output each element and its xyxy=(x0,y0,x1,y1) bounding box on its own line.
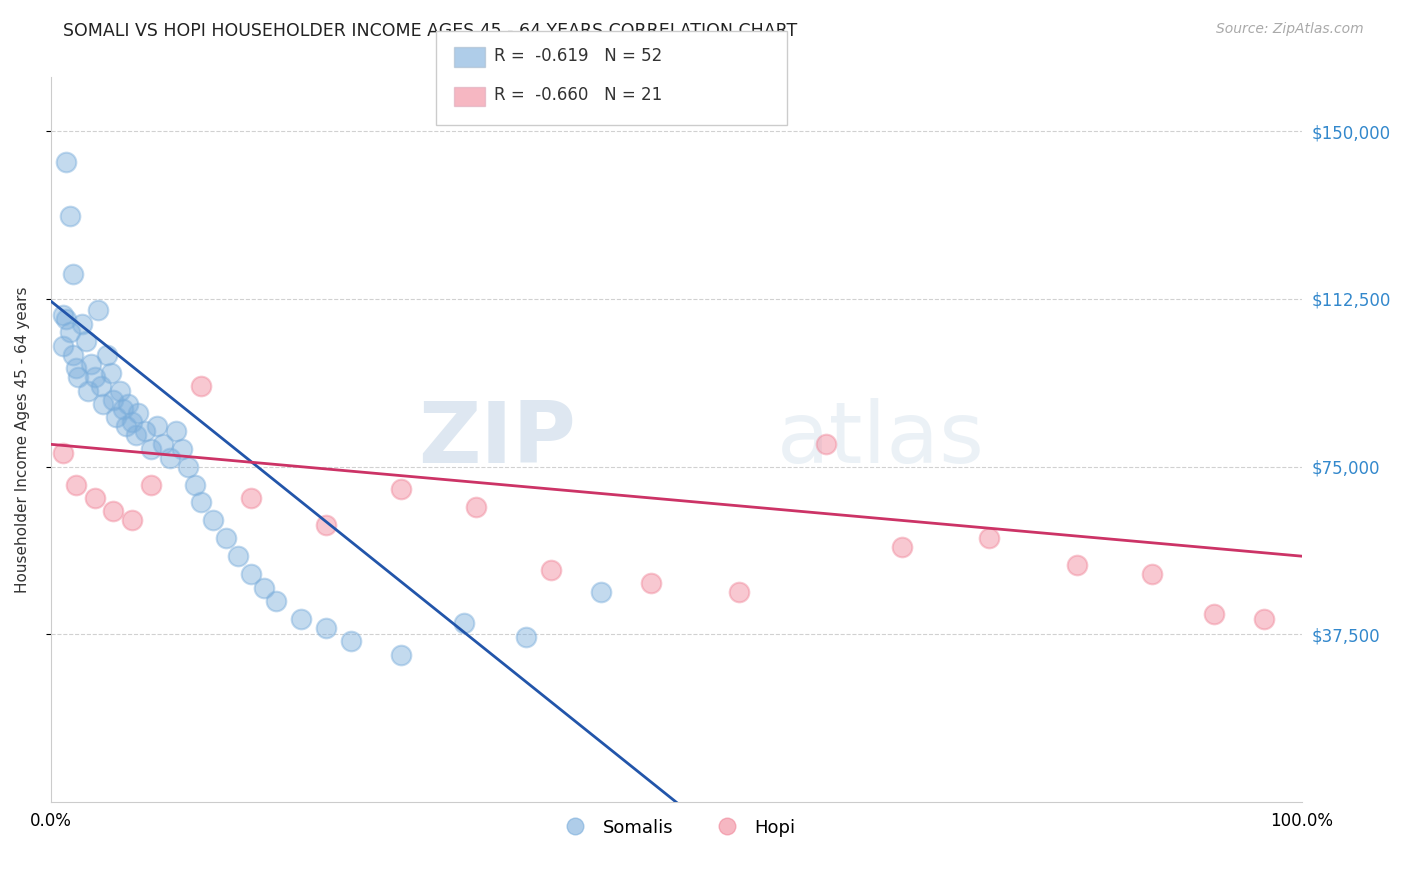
Point xyxy=(190,379,212,393)
Point xyxy=(117,397,139,411)
Point xyxy=(1140,567,1163,582)
Text: SOMALI VS HOPI HOUSEHOLDER INCOME AGES 45 - 64 YEARS CORRELATION CHART: SOMALI VS HOPI HOUSEHOLDER INCOME AGES 4… xyxy=(63,22,797,40)
Point xyxy=(93,397,115,411)
Point xyxy=(104,410,127,425)
Point xyxy=(1066,558,1088,573)
Point xyxy=(59,326,82,340)
Point xyxy=(979,531,1001,545)
Point xyxy=(1204,607,1226,622)
Point xyxy=(240,567,263,582)
Point xyxy=(96,348,118,362)
Point xyxy=(121,415,143,429)
Point xyxy=(252,581,274,595)
Point xyxy=(890,540,912,554)
Point xyxy=(83,370,105,384)
Point xyxy=(172,442,194,456)
Point xyxy=(389,482,412,496)
Point xyxy=(515,630,537,644)
Point xyxy=(62,268,84,282)
Point xyxy=(65,361,87,376)
Point xyxy=(90,379,112,393)
Point xyxy=(159,450,181,465)
Point xyxy=(240,491,263,505)
Point xyxy=(83,491,105,505)
Legend: Somalis, Hopi: Somalis, Hopi xyxy=(550,812,803,844)
Point xyxy=(453,616,475,631)
Point xyxy=(52,339,75,353)
Point xyxy=(190,495,212,509)
Point xyxy=(52,308,75,322)
Point xyxy=(65,477,87,491)
Point xyxy=(77,384,100,398)
Point xyxy=(108,384,131,398)
Point xyxy=(1253,612,1275,626)
Point xyxy=(340,634,363,648)
Point xyxy=(100,366,122,380)
Text: atlas: atlas xyxy=(776,399,984,482)
Point xyxy=(152,437,174,451)
Point xyxy=(146,419,169,434)
Point xyxy=(55,155,77,169)
Point xyxy=(290,612,312,626)
Point xyxy=(139,477,162,491)
Text: Source: ZipAtlas.com: Source: ZipAtlas.com xyxy=(1216,22,1364,37)
Text: R =  -0.619   N = 52: R = -0.619 N = 52 xyxy=(494,47,662,65)
Point xyxy=(52,446,75,460)
Point xyxy=(87,303,110,318)
Point xyxy=(127,406,149,420)
Point xyxy=(264,594,287,608)
Point xyxy=(202,513,225,527)
Point xyxy=(134,424,156,438)
Point xyxy=(228,549,250,564)
Point xyxy=(121,513,143,527)
Point xyxy=(315,621,337,635)
Point xyxy=(75,334,97,349)
Point xyxy=(59,209,82,223)
Point xyxy=(640,576,662,591)
Point xyxy=(70,317,93,331)
Point xyxy=(112,401,135,416)
Point xyxy=(103,504,125,518)
Point xyxy=(591,585,613,599)
Point xyxy=(80,357,103,371)
Point xyxy=(115,419,138,434)
Point xyxy=(67,370,90,384)
Point xyxy=(103,392,125,407)
Point xyxy=(125,428,148,442)
Y-axis label: Householder Income Ages 45 - 64 years: Householder Income Ages 45 - 64 years xyxy=(15,286,30,593)
Point xyxy=(728,585,751,599)
Point xyxy=(215,531,238,545)
Point xyxy=(815,437,838,451)
Point xyxy=(165,424,187,438)
Point xyxy=(389,648,412,662)
Text: ZIP: ZIP xyxy=(419,399,576,482)
Point xyxy=(183,477,205,491)
Point xyxy=(315,517,337,532)
Point xyxy=(62,348,84,362)
Text: R =  -0.660   N = 21: R = -0.660 N = 21 xyxy=(494,87,662,104)
Point xyxy=(465,500,488,514)
Point xyxy=(139,442,162,456)
Point xyxy=(540,563,562,577)
Point xyxy=(177,459,200,474)
Point xyxy=(55,312,77,326)
